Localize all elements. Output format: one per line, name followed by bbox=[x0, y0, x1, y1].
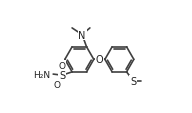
Text: H₂N: H₂N bbox=[33, 70, 50, 79]
Text: O: O bbox=[59, 61, 66, 70]
Text: S: S bbox=[130, 76, 136, 86]
Text: S: S bbox=[59, 71, 65, 80]
Text: N: N bbox=[78, 30, 86, 40]
Text: O: O bbox=[53, 80, 60, 89]
Text: O: O bbox=[96, 55, 103, 65]
